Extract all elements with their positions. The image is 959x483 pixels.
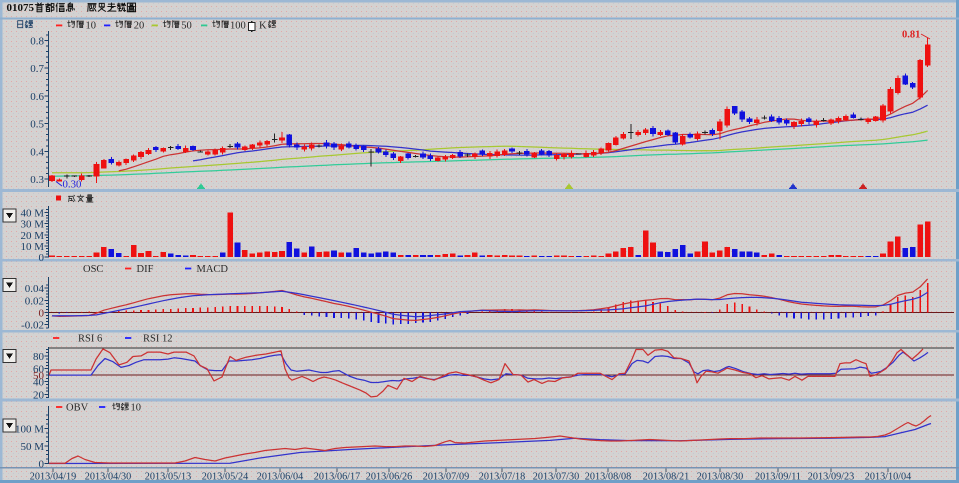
svg-text:2013/04/19: 2013/04/19 [30,472,76,483]
svg-text:10: 10 [131,403,142,414]
svg-text:50: 50 [181,20,192,31]
svg-text:0: 0 [39,459,45,471]
svg-text:20 M: 20 M [20,230,44,242]
svg-text:2013/07/30: 2013/07/30 [533,472,579,483]
svg-text:2013/10/04: 2013/10/04 [865,472,911,483]
svg-text:10: 10 [86,20,97,31]
svg-text:0.02: 0.02 [25,295,44,307]
svg-text:0.04: 0.04 [25,283,45,295]
svg-text:K: K [259,20,267,31]
svg-text:2013/07/18: 2013/07/18 [479,472,525,483]
svg-text:2013/07/09: 2013/07/09 [423,472,469,483]
svg-text:MACD: MACD [197,264,229,275]
svg-text:0.8: 0.8 [30,36,44,48]
svg-text:DIF: DIF [137,264,154,275]
svg-text:2013/08/30: 2013/08/30 [697,472,743,483]
svg-text:OBV: OBV [66,403,89,414]
svg-text:30 M: 30 M [20,219,44,231]
svg-text:50: 50 [33,370,45,382]
svg-text:0.3: 0.3 [30,174,44,186]
svg-text:2013/05/24: 2013/05/24 [202,472,248,483]
svg-text:RSI 12: RSI 12 [143,334,172,345]
svg-text:-0.02: -0.02 [21,320,44,332]
svg-text:20: 20 [134,20,145,31]
svg-text:0: 0 [39,252,45,264]
svg-text:2013/06/04: 2013/06/04 [257,472,303,483]
svg-text:100 M: 100 M [15,423,44,435]
svg-text:0.6: 0.6 [30,91,44,103]
svg-text:2013/09/23: 2013/09/23 [808,472,854,483]
svg-text:40: 40 [33,377,45,389]
svg-text:0: 0 [39,308,45,320]
svg-text:2013/06/17: 2013/06/17 [314,472,360,483]
svg-text:80: 80 [33,351,45,363]
svg-text:0.5: 0.5 [30,119,44,131]
svg-text:10 M: 10 M [20,241,44,253]
svg-text:2013/09/11: 2013/09/11 [755,472,801,483]
svg-text:2013/05/13: 2013/05/13 [145,472,191,483]
svg-text:0.7: 0.7 [30,63,44,75]
svg-text:OSC: OSC [83,264,103,275]
svg-text:RSI 6: RSI 6 [78,334,102,345]
svg-text:60: 60 [33,364,45,376]
svg-text:0.81: 0.81 [902,30,920,41]
svg-text:2013/08/08: 2013/08/08 [585,472,631,483]
svg-text:2013/04/30: 2013/04/30 [85,472,131,483]
svg-text:40 M: 40 M [20,208,44,220]
svg-text:0.30: 0.30 [63,179,82,191]
svg-text:01075: 01075 [7,2,35,14]
svg-text:0.4: 0.4 [30,146,44,158]
svg-text:20: 20 [33,389,45,401]
svg-text:100: 100 [230,20,246,31]
svg-text:2013/08/21: 2013/08/21 [643,472,689,483]
svg-text:50 M: 50 M [20,441,44,453]
svg-text:2013/06/26: 2013/06/26 [366,472,412,483]
